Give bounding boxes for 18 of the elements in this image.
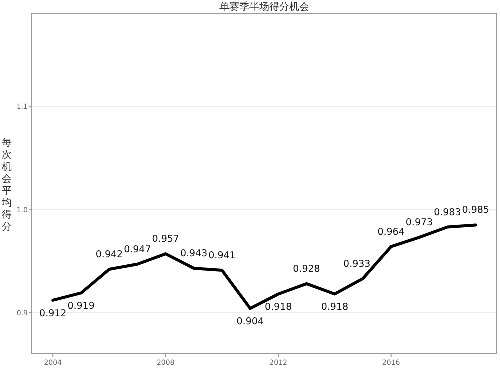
data-label: 0.933 bbox=[344, 258, 371, 270]
y-axis-title: 每次机会平均得分 bbox=[1, 137, 12, 233]
chart-title: 单赛季半场得分机会 bbox=[220, 1, 310, 13]
data-label: 0.928 bbox=[293, 264, 320, 275]
data-label: 0.918 bbox=[321, 302, 349, 314]
data-label: 0.941 bbox=[208, 250, 236, 262]
data-label: 0.919 bbox=[68, 301, 95, 312]
data-label: 0.947 bbox=[124, 244, 152, 256]
data-label: 0.943 bbox=[180, 248, 208, 260]
data-label: 0.942 bbox=[96, 250, 124, 261]
data-label: 0.973 bbox=[406, 218, 434, 229]
data-label: 0.964 bbox=[378, 226, 405, 238]
data-label: 0.985 bbox=[462, 205, 490, 216]
data-label: 0.912 bbox=[40, 308, 67, 320]
data-label: 0.918 bbox=[264, 302, 292, 314]
data-label: 0.957 bbox=[152, 234, 180, 246]
data-label: 0.983 bbox=[434, 207, 462, 218]
data-label: 0.904 bbox=[236, 316, 264, 328]
